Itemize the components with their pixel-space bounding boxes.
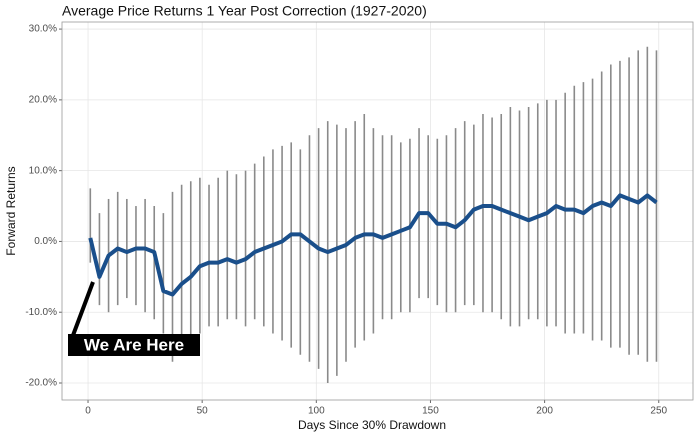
annotation-text: We Are Here (84, 335, 184, 354)
annotation-pointer (70, 281, 95, 339)
mean-line (88, 193, 658, 297)
y-tick-label: -10.0% (25, 307, 57, 318)
y-tick-label: 30.0% (29, 24, 57, 35)
y-tick-label: 0.0% (34, 236, 57, 247)
x-tick-label: 100 (308, 406, 325, 417)
x-axis-title: Days Since 30% Drawdown (298, 418, 446, 432)
marks (88, 46, 658, 384)
x-tick-label: 150 (422, 406, 439, 417)
y-axis-title: Forward Returns (4, 166, 18, 255)
x-tick-label: 50 (197, 406, 209, 417)
x-tick-label: 0 (85, 406, 91, 417)
panel-border (61, 21, 694, 401)
chart-title: Average Price Returns 1 Year Post Correc… (62, 3, 427, 19)
y-tick-label: -20.0% (25, 378, 57, 389)
x-tick-label: 250 (650, 406, 667, 417)
annotation-box (68, 334, 200, 356)
x-tick-label: 200 (536, 406, 553, 417)
annotation: We Are Here (68, 281, 200, 356)
y-tick-label: 10.0% (29, 165, 57, 176)
y-tick-label: 20.0% (29, 95, 57, 106)
